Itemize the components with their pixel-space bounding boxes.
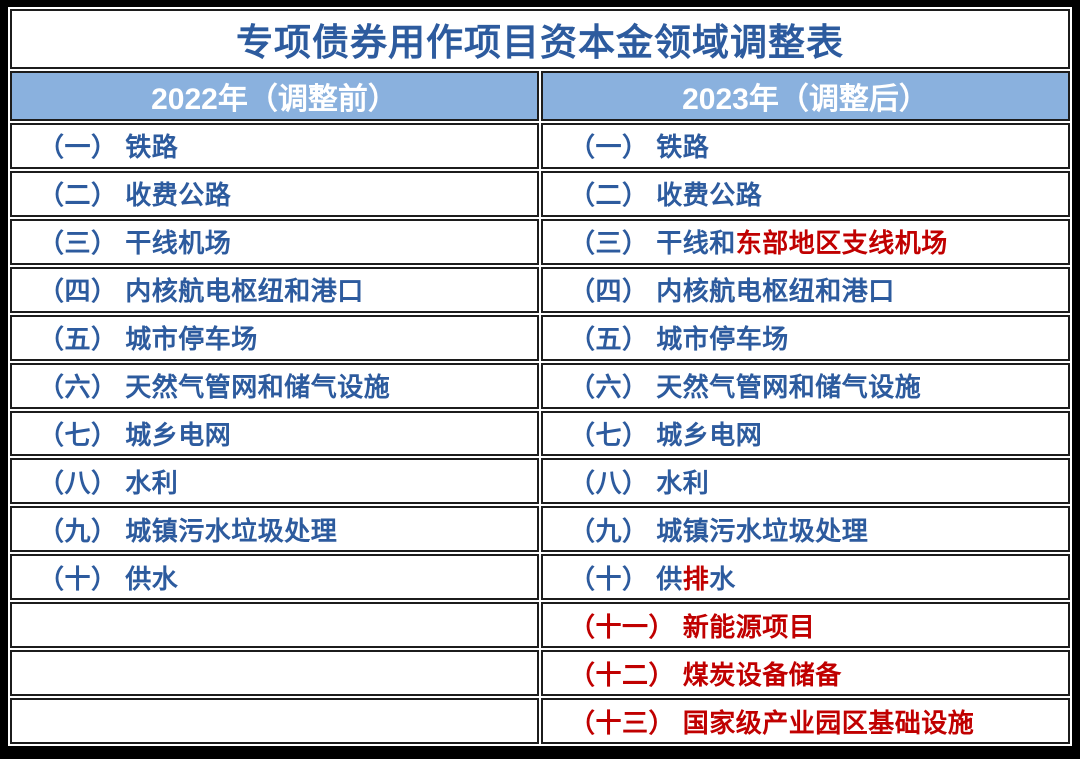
cell-left-3: （三） 干线机场 <box>10 218 539 265</box>
field-text: 水 <box>709 563 736 594</box>
cell-left-6: （六） 天然气管网和储气设施 <box>10 362 539 409</box>
field-text: （五） 城市停车场 <box>569 324 789 355</box>
field-text: （十） 供水 <box>38 563 179 594</box>
cell-left-4: （四） 内核航电枢纽和港口 <box>10 266 539 313</box>
table-row: （八） 水利 （八） 水利 <box>10 458 1070 505</box>
field-text: （八） 水利 <box>569 467 710 498</box>
table-row: （十三） 国家级产业园区基础设施 <box>10 698 1070 744</box>
cell-left-2: （二） 收费公路 <box>10 170 539 217</box>
cell-right-11: （十一） 新能源项目 <box>541 602 1070 649</box>
cell-right-9: （九） 城镇污水垃圾处理 <box>541 506 1070 553</box>
adjustment-table: 专项债券用作项目资本金领域调整表 2022年（调整前） 2023年（调整后） （… <box>8 7 1072 746</box>
field-text: （六） 天然气管网和储气设施 <box>569 372 922 403</box>
field-text: （二） 收费公路 <box>38 180 232 211</box>
cell-left-5: （五） 城市停车场 <box>10 314 539 361</box>
table-row: （十二） 煤炭设备储备 <box>10 650 1070 697</box>
cell-right-2: （二） 收费公路 <box>541 170 1070 217</box>
table-row: （五） 城市停车场 （五） 城市停车场 <box>10 314 1070 361</box>
field-text: （五） 城市停车场 <box>38 324 258 355</box>
field-text: （一） 铁路 <box>38 132 179 163</box>
field-text: （六） 天然气管网和储气设施 <box>38 372 391 403</box>
cell-left-12-empty <box>10 650 539 697</box>
cell-left-10: （十） 供水 <box>10 554 539 601</box>
field-text: （一） 铁路 <box>569 132 710 163</box>
column-header-2022-before: 2022年（调整前） <box>10 71 539 121</box>
table-row: （七） 城乡电网 （七） 城乡电网 <box>10 410 1070 457</box>
changed-text: 排 <box>682 563 710 594</box>
header-row: 2022年（调整前） 2023年（调整后） <box>10 71 1070 121</box>
field-text: （十） 供 <box>569 563 683 594</box>
changed-text: （十一） 新能源项目 <box>569 611 816 642</box>
field-text: （七） 城乡电网 <box>38 419 232 450</box>
cell-left-13-empty <box>10 698 539 744</box>
cell-left-1: （一） 铁路 <box>10 123 539 169</box>
table-row: （二） 收费公路 （二） 收费公路 <box>10 170 1070 217</box>
table-row: （十一） 新能源项目 <box>10 602 1070 649</box>
table-row: （四） 内核航电枢纽和港口 （四） 内核航电枢纽和港口 <box>10 266 1070 313</box>
table-body: （一） 铁路 （一） 铁路 （二） 收费公路 （二） 收费公路 （三） 干线机场 （三） … <box>10 123 1070 744</box>
field-text: （三） 干线机场 <box>38 228 232 259</box>
changed-text: （十三） 国家级产业园区基础设施 <box>569 707 975 738</box>
title-row: 专项债券用作项目资本金领域调整表 <box>10 9 1070 69</box>
page-title: 专项债券用作项目资本金领域调整表 <box>10 9 1070 69</box>
cell-left-11-empty <box>10 602 539 649</box>
field-text: （三） 干线和 <box>569 228 736 259</box>
changed-text: 东部地区支线机场 <box>735 228 948 259</box>
field-text: （八） 水利 <box>38 467 179 498</box>
field-text: （四） 内核航电枢纽和港口 <box>38 276 364 307</box>
cell-right-8: （八） 水利 <box>541 458 1070 505</box>
table-row: （九） 城镇污水垃圾处理 （九） 城镇污水垃圾处理 <box>10 506 1070 553</box>
field-text: （七） 城乡电网 <box>569 419 763 450</box>
cell-right-13: （十三） 国家级产业园区基础设施 <box>541 698 1070 744</box>
cell-right-1: （一） 铁路 <box>541 123 1070 169</box>
cell-left-7: （七） 城乡电网 <box>10 410 539 457</box>
cell-left-9: （九） 城镇污水垃圾处理 <box>10 506 539 553</box>
cell-right-12: （十二） 煤炭设备储备 <box>541 650 1070 697</box>
cell-right-10: （十） 供排水 <box>541 554 1070 601</box>
table-row: （三） 干线机场 （三） 干线和东部地区支线机场 <box>10 218 1070 265</box>
cell-right-6: （六） 天然气管网和储气设施 <box>541 362 1070 409</box>
field-text: （九） 城镇污水垃圾处理 <box>38 515 338 546</box>
field-text: （九） 城镇污水垃圾处理 <box>569 515 869 546</box>
field-text: （四） 内核航电枢纽和港口 <box>569 276 895 307</box>
cell-right-3: （三） 干线和东部地区支线机场 <box>541 218 1070 265</box>
field-text: （二） 收费公路 <box>569 180 763 211</box>
table-row: （一） 铁路 （一） 铁路 <box>10 123 1070 169</box>
cell-right-7: （七） 城乡电网 <box>541 410 1070 457</box>
table-row: （六） 天然气管网和储气设施 （六） 天然气管网和储气设施 <box>10 362 1070 409</box>
cell-right-4: （四） 内核航电枢纽和港口 <box>541 266 1070 313</box>
column-header-2023-after: 2023年（调整后） <box>541 71 1070 121</box>
cell-left-8: （八） 水利 <box>10 458 539 505</box>
changed-text: （十二） 煤炭设备储备 <box>569 659 842 690</box>
cell-right-5: （五） 城市停车场 <box>541 314 1070 361</box>
table-row: （十） 供水 （十） 供排水 <box>10 554 1070 601</box>
